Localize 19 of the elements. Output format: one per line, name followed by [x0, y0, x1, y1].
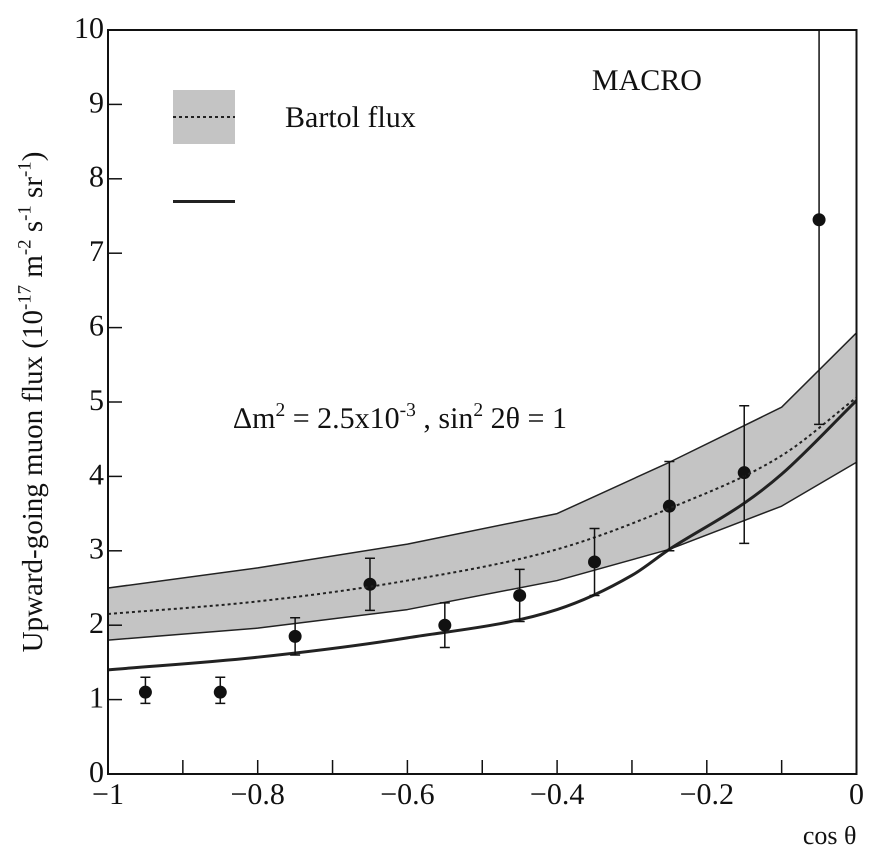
y-tick-label: 10 [74, 12, 104, 45]
y-tick-label: 4 [89, 458, 104, 492]
text: Upward-going muon flux (10-17 m-2 s-1 sr-1) [14, 152, 49, 652]
x-tick-label: −0.2 [680, 778, 734, 811]
y-tick-label: 1 [89, 681, 104, 714]
y-tick-label: 2 [89, 607, 104, 640]
y-tick-label: 5 [89, 384, 104, 417]
legend-label: Bartol flux [285, 101, 416, 134]
y-tick-label: 9 [89, 86, 104, 120]
x-tick-label: −0.6 [380, 778, 435, 811]
y-tick-label: 3 [89, 532, 104, 566]
annotation: MACRO [592, 64, 702, 97]
y-tick-label: 7 [89, 235, 104, 268]
x-tick-label: −0.8 [230, 778, 285, 811]
x-tick-label: −0.4 [530, 778, 584, 811]
y-tick-label: 6 [89, 309, 104, 342]
x-tick-label: 0 [849, 778, 864, 811]
y-tick-label: 8 [89, 160, 104, 194]
x-axis-title: cos θ [802, 821, 857, 850]
